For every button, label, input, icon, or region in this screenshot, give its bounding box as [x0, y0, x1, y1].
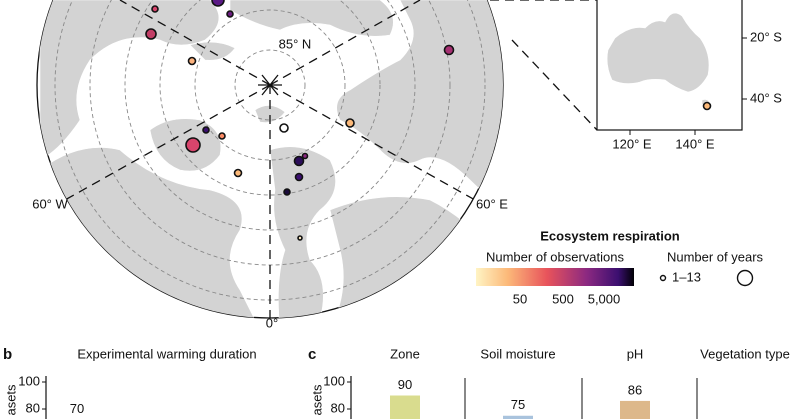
bar — [390, 395, 420, 419]
size-key-label: 1–13 — [672, 269, 701, 284]
inset-lat-label: 40° S — [750, 90, 782, 105]
bar-value-label: 90 — [398, 377, 412, 392]
group-title: Vegetation type — [700, 346, 790, 361]
bar-value-label: 70 — [70, 401, 84, 416]
group-title: Zone — [390, 346, 420, 361]
group-title: Soil moisture — [480, 346, 555, 361]
bar-value-label: 86 — [628, 382, 642, 397]
colorbar-tick-label: 50 — [513, 291, 527, 306]
bar — [503, 415, 533, 419]
panel-c: c asets — [308, 346, 698, 419]
y-tick-label: 80 — [331, 400, 345, 415]
longitude-label: 0° — [266, 315, 278, 330]
colorbar-tick-label: 500 — [552, 291, 574, 306]
inset-lon-label: 140° E — [675, 136, 715, 151]
inset-map: 20° S 40° S 120° E 140° E — [490, 0, 782, 151]
y-tick-label: 100 — [323, 373, 345, 388]
colorbar — [476, 268, 634, 286]
size-key — [736, 269, 754, 287]
bar-value-label: 75 — [511, 397, 525, 412]
panel-title: Experimental warming duration — [77, 346, 256, 361]
y-axis-label: asets — [3, 384, 18, 416]
longitude-label: 60° E — [476, 196, 508, 211]
inset-lat-label: 20° S — [750, 29, 782, 44]
legend-subtitle: Number of observations — [486, 249, 625, 264]
map: 85° N 60° W 60° E 0° — [32, 0, 508, 330]
group-title: pH — [627, 346, 644, 361]
panel-label: c — [308, 346, 316, 363]
colorbar-tick-label: 5,000 — [588, 291, 621, 306]
inset-lon-label: 120° E — [612, 136, 652, 151]
y-tick-label: 100 — [18, 373, 40, 388]
panel-label: b — [3, 346, 12, 363]
size-key — [659, 274, 667, 282]
longitude-label: 60° W — [32, 196, 68, 211]
y-tick-label: 80 — [26, 400, 40, 415]
bar — [620, 400, 650, 419]
legend-subtitle: Number of years — [667, 249, 764, 264]
y-axis-label: asets — [309, 384, 324, 416]
latitude-label: 85° N — [279, 36, 312, 51]
legend: Ecosystem respiration Number of observat… — [476, 228, 764, 306]
panel-b: b Experimental warming duration asets — [3, 346, 257, 419]
legend-title: Ecosystem respiration — [540, 228, 680, 243]
